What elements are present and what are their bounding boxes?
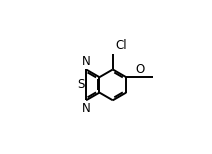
Text: N: N xyxy=(82,55,91,68)
Text: N: N xyxy=(82,102,91,115)
Text: Cl: Cl xyxy=(116,39,127,52)
Text: O: O xyxy=(135,63,144,76)
Text: S: S xyxy=(77,78,84,91)
